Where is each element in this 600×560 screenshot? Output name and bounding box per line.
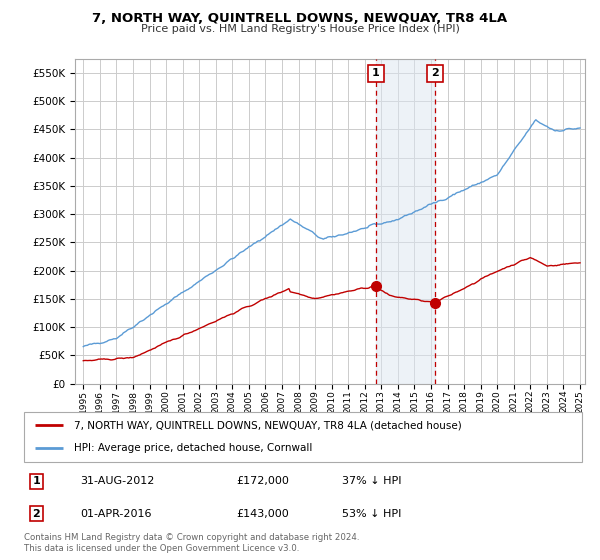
Text: 01-APR-2016: 01-APR-2016: [80, 508, 151, 519]
Text: 1: 1: [372, 68, 380, 78]
Text: Contains HM Land Registry data © Crown copyright and database right 2024.
This d: Contains HM Land Registry data © Crown c…: [24, 533, 359, 553]
Text: 1: 1: [32, 477, 40, 487]
Text: £143,000: £143,000: [236, 508, 289, 519]
Text: 2: 2: [32, 508, 40, 519]
Bar: [376, 59, 435, 384]
Text: 7, NORTH WAY, QUINTRELL DOWNS, NEWQUAY, TR8 4LA (detached house): 7, NORTH WAY, QUINTRELL DOWNS, NEWQUAY, …: [74, 420, 462, 430]
Text: 2: 2: [431, 68, 439, 78]
Text: Price paid vs. HM Land Registry's House Price Index (HPI): Price paid vs. HM Land Registry's House …: [140, 24, 460, 34]
Text: 31-AUG-2012: 31-AUG-2012: [80, 477, 154, 487]
Text: £172,000: £172,000: [236, 477, 289, 487]
Text: HPI: Average price, detached house, Cornwall: HPI: Average price, detached house, Corn…: [74, 444, 313, 454]
FancyBboxPatch shape: [24, 412, 582, 462]
Text: 37% ↓ HPI: 37% ↓ HPI: [342, 477, 401, 487]
Text: 7, NORTH WAY, QUINTRELL DOWNS, NEWQUAY, TR8 4LA: 7, NORTH WAY, QUINTRELL DOWNS, NEWQUAY, …: [92, 12, 508, 25]
Text: 53% ↓ HPI: 53% ↓ HPI: [342, 508, 401, 519]
